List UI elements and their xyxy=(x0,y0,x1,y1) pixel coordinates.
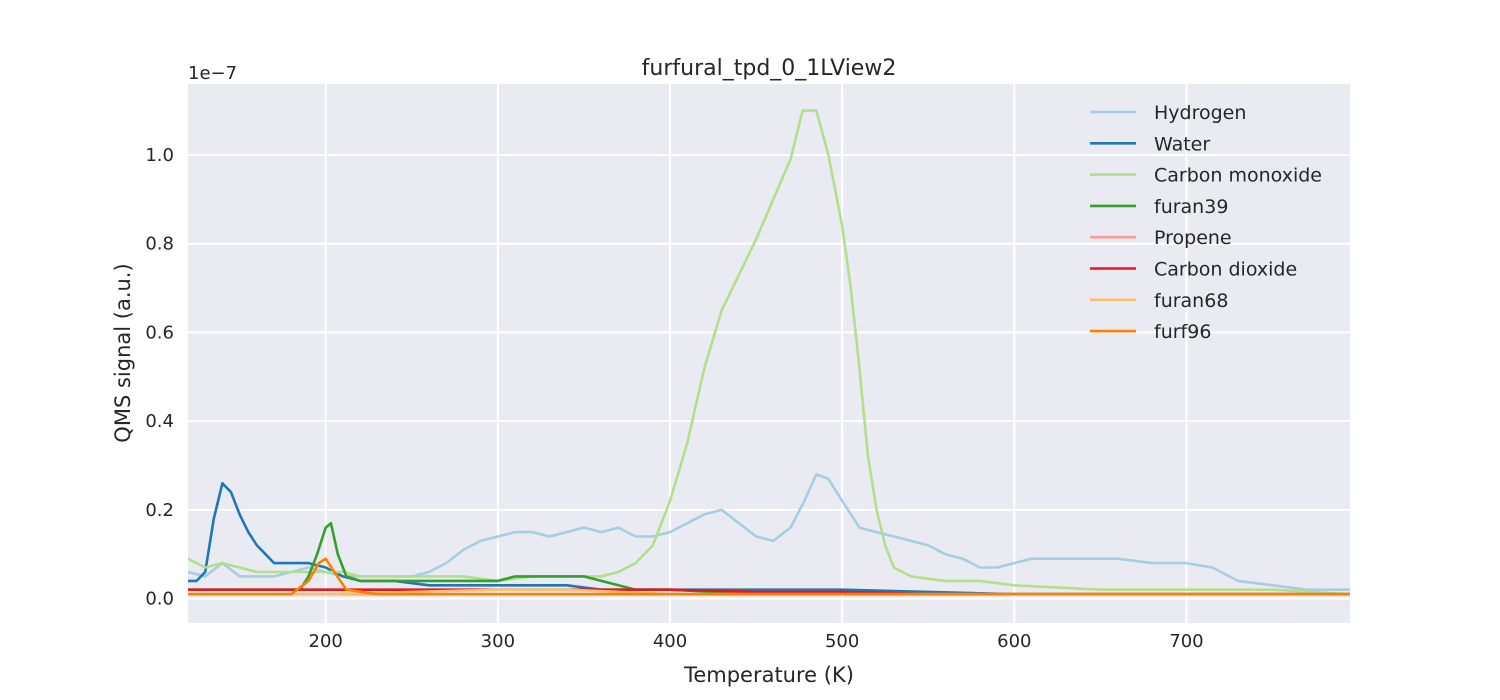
legend-label: Water xyxy=(1154,133,1210,155)
x-tick-label: 200 xyxy=(309,631,343,652)
y-tick-label: 1.0 xyxy=(145,145,174,166)
grid xyxy=(188,84,1350,623)
y-tick-label: 0.4 xyxy=(145,411,174,432)
y-tick-label: 0.8 xyxy=(145,234,174,255)
x-tick-label: 400 xyxy=(653,631,687,652)
x-tick-labels: 200 300 400 500 600 700 xyxy=(309,631,1204,652)
legend: Hydrogen Water Carbon monoxide furan39 Prope… xyxy=(1090,102,1322,343)
legend-label: Hydrogen xyxy=(1154,102,1246,124)
y-tick-label: 0.2 xyxy=(145,500,174,521)
legend-label: Propene xyxy=(1154,227,1232,249)
series-line-carbon-monoxide xyxy=(188,109,1350,596)
legend-label: Carbon monoxide xyxy=(1154,165,1322,187)
legend-label: furf96 xyxy=(1154,321,1211,343)
series-line-furf96 xyxy=(188,557,1350,596)
y-tick-label: 0.0 xyxy=(145,589,174,610)
y-offset-label: 1e−7 xyxy=(188,63,237,84)
y-tick-label: 0.6 xyxy=(145,322,174,343)
y-tick-labels: 0.0 0.2 0.4 0.6 0.8 1.0 xyxy=(145,145,174,610)
x-tick-label: 300 xyxy=(481,631,515,652)
x-axis-label: Temperature (K) xyxy=(683,663,854,687)
x-tick-label: 600 xyxy=(997,631,1031,652)
legend-label: furan39 xyxy=(1154,196,1228,218)
y-axis-label: QMS signal (a.u.) xyxy=(111,263,135,442)
x-tick-label: 500 xyxy=(825,631,859,652)
legend-label: Carbon dioxide xyxy=(1154,259,1297,281)
chart-title: furfural_tpd_0_1LView2 xyxy=(642,56,897,81)
legend-label: furan68 xyxy=(1154,290,1228,312)
x-tick-label: 700 xyxy=(1169,631,1203,652)
series-layer xyxy=(188,109,1350,596)
plot-background xyxy=(188,84,1350,623)
